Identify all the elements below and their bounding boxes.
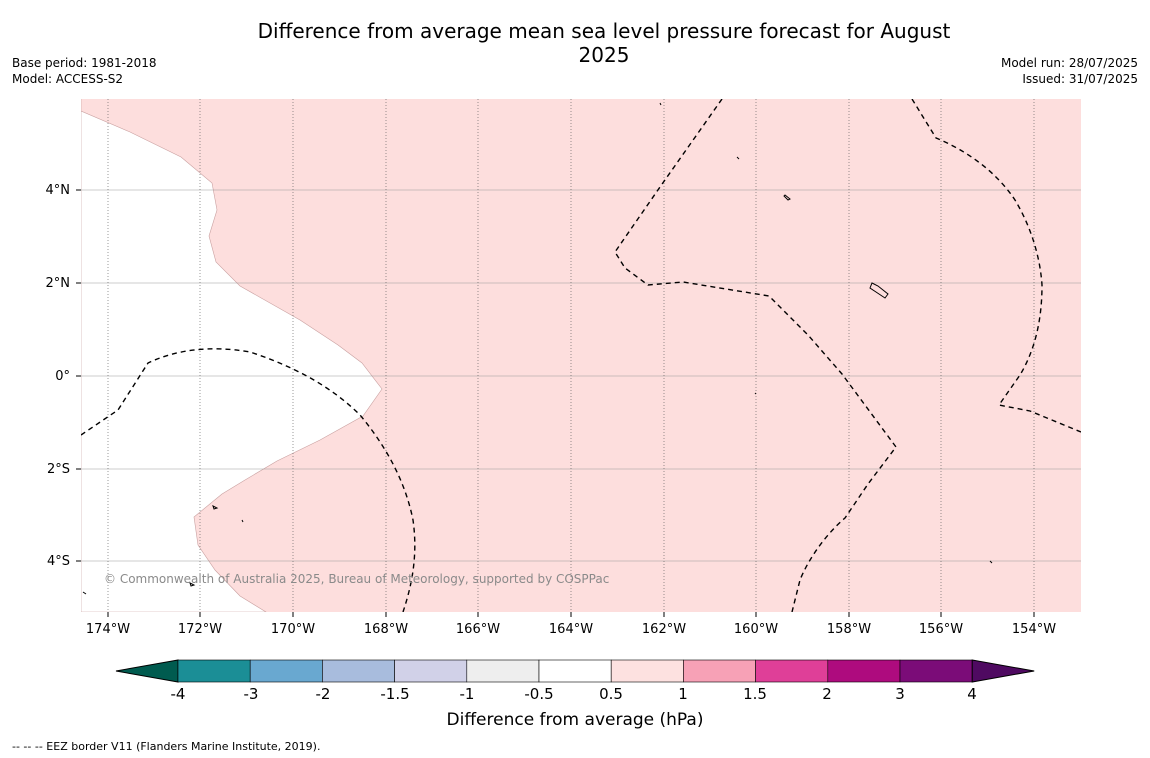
colorbar-tick-label: 2 xyxy=(822,685,832,703)
lon-label: 154°W xyxy=(1011,622,1057,637)
island xyxy=(869,282,889,299)
lon-label: 170°W xyxy=(270,622,316,637)
colorbar-tick-label: -2 xyxy=(315,685,331,703)
lat-label: 2°N xyxy=(45,276,71,291)
map-title: Difference from average mean sea level p… xyxy=(257,19,951,67)
map-area xyxy=(81,99,1081,612)
lon-label: 158°W xyxy=(826,622,872,637)
colorbar-swatch xyxy=(899,659,973,683)
eez-footnote: -- -- -- EEZ border V11 (Flanders Marine… xyxy=(12,740,321,753)
eez-border-kiribati-line xyxy=(614,99,897,612)
lon-label: 172°W xyxy=(177,622,223,637)
neutral-region xyxy=(81,99,383,612)
colorbar-tick-label: -1.5 xyxy=(380,685,410,703)
lat-label: 4°S xyxy=(46,554,70,569)
lat-tick-marks xyxy=(76,189,81,562)
lon-label: 156°W xyxy=(918,622,964,637)
lon-label: 160°W xyxy=(733,622,779,637)
colorbar-tick-label: -4 xyxy=(170,685,186,703)
lat-label: 4°N xyxy=(45,183,71,198)
colorbar-extend-low xyxy=(115,659,179,683)
islands xyxy=(82,102,993,595)
colorbar-tick-label: -0.5 xyxy=(524,685,554,703)
lon-tick-marks xyxy=(107,612,1035,617)
lon-label: 174°W xyxy=(85,622,131,637)
meta-left: Base period: 1981-2018 Model: ACCESS-S2 xyxy=(12,55,157,87)
colorbar-swatch xyxy=(466,659,540,683)
eez-borders xyxy=(81,99,1081,612)
lon-label: 164°W xyxy=(548,622,594,637)
lon-label: 168°W xyxy=(363,622,409,637)
island xyxy=(189,582,196,587)
colorbar-tick-label: 1 xyxy=(678,685,688,703)
issued-date: Issued: 31/07/2025 xyxy=(1022,72,1138,86)
colorbar-swatch xyxy=(249,659,323,683)
base-period: Base period: 1981-2018 xyxy=(12,56,157,70)
colorbar-label: Difference from average (hPa) xyxy=(446,710,704,730)
colorbar-swatch xyxy=(610,659,684,683)
colorbar-extend-high xyxy=(971,659,1035,683)
colorbar-swatch xyxy=(755,659,829,683)
graticule xyxy=(81,189,1081,562)
colorbar-swatch xyxy=(827,659,901,683)
eez-border-kiribati-west xyxy=(81,348,416,612)
lon-label: 162°W xyxy=(641,622,687,637)
colorbar-swatch xyxy=(538,659,612,683)
copyright-notice: © Commonwealth of Australia 2025, Bureau… xyxy=(104,572,610,586)
colorbar-swatch xyxy=(322,659,395,683)
eez-border-east xyxy=(911,99,1081,433)
island xyxy=(212,505,219,510)
colorbar-tick-label: -3 xyxy=(243,685,259,703)
colorbar-tick-label: 1.5 xyxy=(743,685,767,703)
colorbar-tick-label: 0.5 xyxy=(599,685,623,703)
model-name: Model: ACCESS-S2 xyxy=(12,72,124,86)
colorbar xyxy=(115,659,1035,683)
lat-label: 0° xyxy=(55,369,70,384)
colorbar-swatch xyxy=(177,659,251,683)
lon-label: 166°W xyxy=(455,622,501,637)
colorbar-tick-label: 3 xyxy=(895,685,905,703)
colorbar-tick-label: -1 xyxy=(459,685,475,703)
meta-right: Model run: 28/07/2025 Issued: 31/07/2025 xyxy=(1001,55,1138,87)
colorbar-tick-label: 4 xyxy=(967,685,977,703)
colorbar-swatch xyxy=(683,659,756,683)
lat-label: 2°S xyxy=(46,462,70,477)
colorbar-swatch xyxy=(394,659,468,683)
model-run: Model run: 28/07/2025 xyxy=(1000,56,1138,70)
island xyxy=(783,194,791,201)
